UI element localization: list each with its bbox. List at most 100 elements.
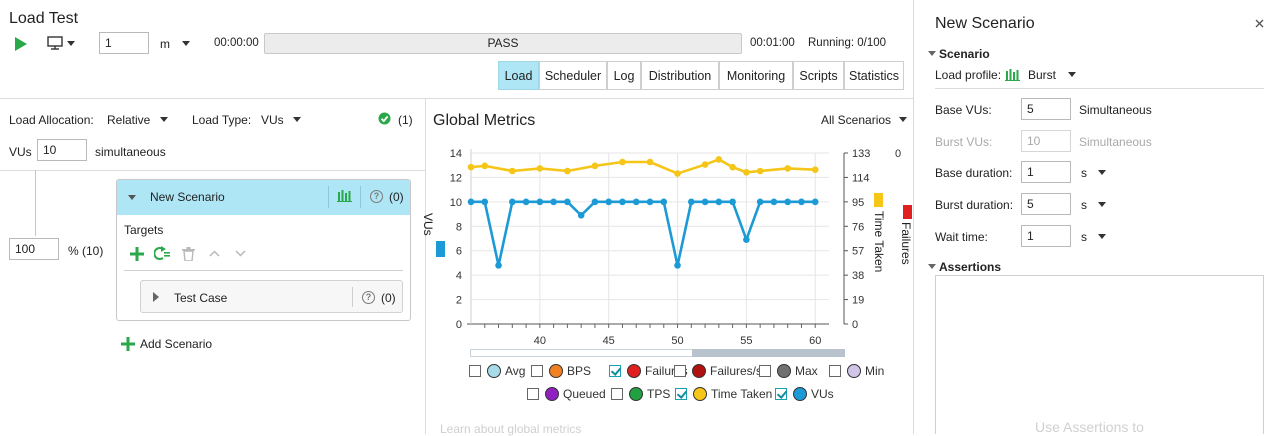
base-vus-unit: Simultaneous [1079,103,1152,117]
monitor-icon [47,36,63,50]
legend-label: VUs [811,387,834,401]
legend-item-max[interactable]: Max [759,364,818,378]
legend-item-vus[interactable]: VUs [775,387,834,401]
help-icon[interactable]: ? [370,190,383,203]
add-existing-icon[interactable] [154,246,171,261]
close-icon[interactable] [1255,19,1264,28]
base-duration-input[interactable]: 1 [1021,161,1071,183]
wait-time-input[interactable]: 1 [1021,225,1071,247]
load-allocation-dropdown[interactable]: Relative [107,113,151,127]
legend-checkbox[interactable] [527,388,539,400]
data-point-time-taken [481,162,489,170]
tab-statistics[interactable]: Statistics [844,61,904,90]
add-scenario-icon[interactable] [121,337,135,351]
legend-item-min[interactable]: Min [829,364,884,378]
legend-checkbox[interactable] [675,388,687,400]
tab-scripts[interactable]: Scripts [793,61,844,90]
legend-item-time-taken[interactable]: Time Taken [675,387,772,401]
wait-time-chevron-icon[interactable] [1098,234,1106,239]
legend-checkbox[interactable] [609,365,621,377]
chevron-up-icon[interactable] [209,250,220,257]
data-point-vus [550,198,557,206]
assertions-box[interactable] [935,275,1264,434]
load-type-chevron-icon[interactable] [293,117,301,122]
tab-log[interactable]: Log [607,61,641,90]
vus-input[interactable]: 10 [37,139,87,161]
chevron-down-icon [67,40,75,46]
percent-input[interactable]: 100 [9,238,59,260]
far-right-axis-label: Failures [899,222,913,265]
legend-checkbox[interactable] [775,388,787,400]
burst-vus-label: Burst VUs: [935,135,993,149]
data-point-vus [756,198,764,206]
legend-item-failures-s[interactable]: Failures/s [674,364,762,378]
data-point-vus [591,198,599,206]
legend-checkbox[interactable] [674,365,686,377]
base-vus-input[interactable]: 5 [1021,98,1071,120]
data-point-vus [784,198,791,206]
load-profile-chevron-icon[interactable] [1068,72,1076,77]
test-case-name[interactable]: Test Case [174,291,228,305]
collapse-icon[interactable] [128,195,136,200]
right-tick-label: 95 [852,197,864,209]
legend-checkbox[interactable] [611,388,623,400]
load-type-dropdown[interactable]: VUs [261,113,284,127]
scenario-section-collapse-icon[interactable] [928,51,936,56]
chart-scrollbar-thumb[interactable] [692,349,845,357]
add-icon[interactable] [130,247,144,261]
legend-checkbox[interactable] [829,365,841,377]
duration-input[interactable]: 1 [99,32,149,54]
data-point-time-taken [536,165,544,172]
play-button[interactable] [14,36,28,55]
tab-scheduler[interactable]: Scheduler [539,61,607,90]
base-duration-chevron-icon[interactable] [1098,170,1106,175]
scenario-name[interactable]: New Scenario [150,190,225,204]
scenario-filter-chevron-icon[interactable] [899,117,907,122]
right-tick-label: 19 [852,295,864,307]
burst-duration-input[interactable]: 5 [1021,193,1071,215]
burst-vus-input[interactable]: 10 [1021,130,1071,152]
time-taken-axis-swatch [874,193,883,207]
expand-icon[interactable] [153,292,159,302]
scenario-header[interactable] [117,180,410,215]
load-allocation-chevron-icon[interactable] [160,117,168,122]
legend-item-tps[interactable]: TPS [611,387,670,401]
machine-selector[interactable] [47,36,75,50]
legend-item-bps[interactable]: BPS [531,364,591,378]
tab-monitoring[interactable]: Monitoring [719,61,793,90]
legend-checkbox[interactable] [469,365,481,377]
duration-unit-chevron-icon[interactable] [182,41,190,46]
duration-unit[interactable]: m [160,37,170,51]
tab-distribution[interactable]: Distribution [641,61,719,90]
add-scenario-link[interactable]: Add Scenario [140,337,213,351]
load-profile-dropdown[interactable]: Burst [1028,68,1057,82]
tab-load[interactable]: Load [498,61,539,90]
scenario-filter-dropdown[interactable]: All Scenarios [821,113,892,127]
data-point-time-taken [743,168,750,176]
data-point-time-taken [619,158,626,166]
legend-checkbox[interactable] [531,365,543,377]
learn-link[interactable]: Learn about global metrics [440,422,582,436]
legend-item-queued[interactable]: Queued [527,387,606,401]
wait-time-unit[interactable]: s [1081,230,1087,244]
burst-duration-chevron-icon[interactable] [1098,202,1106,207]
data-point-vus [632,198,640,206]
legend-checkbox[interactable] [759,365,771,377]
right-tick-label: 133 [852,148,870,160]
base-duration-unit[interactable]: s [1081,166,1087,180]
wait-time-label: Wait time: [935,230,988,244]
data-point-time-taken [564,167,571,175]
chevron-down-icon[interactable] [235,250,246,257]
vus-label: VUs [9,145,32,159]
burst-duration-unit[interactable]: s [1081,198,1087,212]
test-case-help-icon[interactable]: ? [362,291,375,304]
data-point-vus [564,198,571,206]
right-tick-label: 114 [852,172,870,184]
data-point-vus [536,198,544,206]
test-case-row[interactable] [140,280,403,313]
legend-item-avg[interactable]: Avg [469,364,525,378]
assertions-collapse-icon[interactable] [928,264,936,269]
bar-chart-icon[interactable] [337,189,352,202]
trash-icon[interactable] [182,247,195,261]
vus-axis-swatch [436,241,445,257]
